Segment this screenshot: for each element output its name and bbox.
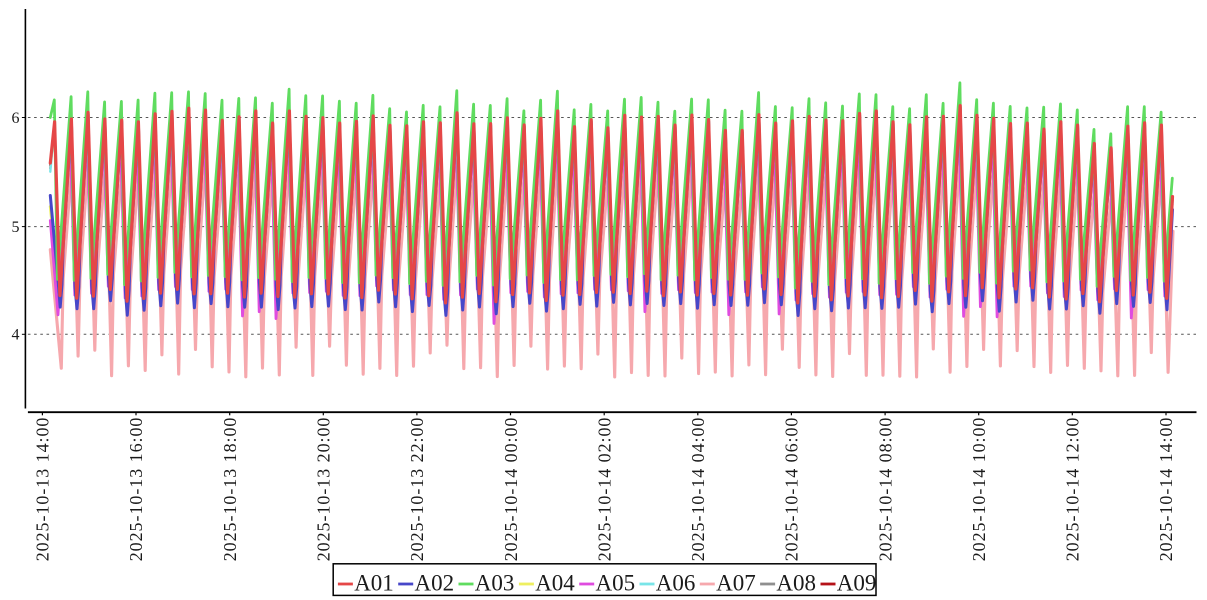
svg-text:A08: A08 [776, 570, 816, 595]
svg-text:A06: A06 [656, 570, 696, 595]
svg-text:2025-10-14 02:00: 2025-10-14 02:00 [594, 417, 614, 562]
svg-text:2025-10-13 20:00: 2025-10-13 20:00 [314, 417, 334, 562]
svg-text:2025-10-14 12:00: 2025-10-14 12:00 [1063, 417, 1083, 562]
svg-text:2025-10-14 10:00: 2025-10-14 10:00 [969, 417, 989, 562]
svg-text:2025-10-13 18:00: 2025-10-13 18:00 [220, 417, 240, 562]
svg-text:A01: A01 [354, 570, 394, 595]
svg-text:A03: A03 [475, 570, 515, 595]
svg-text:A04: A04 [535, 570, 575, 595]
svg-text:2025-10-13 16:00: 2025-10-13 16:00 [126, 417, 146, 562]
svg-text:A02: A02 [415, 570, 455, 595]
svg-text:4: 4 [12, 327, 20, 344]
svg-text:2025-10-13 22:00: 2025-10-13 22:00 [407, 417, 427, 562]
svg-text:2025-10-13 14:00: 2025-10-13 14:00 [33, 417, 53, 562]
svg-text:A07: A07 [716, 570, 756, 595]
svg-text:5: 5 [12, 219, 20, 236]
svg-text:2025-10-14 14:00: 2025-10-14 14:00 [1156, 417, 1176, 562]
svg-text:2025-10-14 04:00: 2025-10-14 04:00 [688, 417, 708, 562]
svg-text:2025-10-14 00:00: 2025-10-14 00:00 [501, 417, 521, 562]
svg-text:6: 6 [12, 110, 20, 127]
svg-text:A09: A09 [837, 570, 877, 595]
svg-text:A05: A05 [596, 570, 636, 595]
svg-text:2025-10-14 06:00: 2025-10-14 06:00 [782, 417, 802, 562]
svg-text:2025-10-14 08:00: 2025-10-14 08:00 [875, 417, 895, 562]
